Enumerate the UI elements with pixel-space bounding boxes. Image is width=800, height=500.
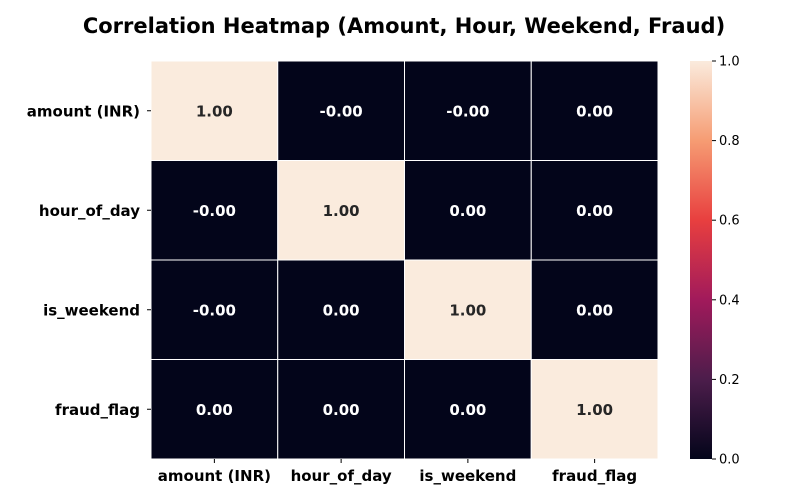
cell-value-label: 0.00 <box>323 401 360 419</box>
cell-value-label: 0.00 <box>576 301 613 319</box>
y-tick-label: is_weekend <box>43 301 140 319</box>
x-axis-tick-labels: amount (INR) hour_of_day is_weekend fraud_f… <box>158 459 637 485</box>
x-tick-label: hour_of_day <box>291 467 392 485</box>
cell-value-label: 0.00 <box>576 202 613 220</box>
cell-value-label: 1.00 <box>196 102 233 120</box>
cell-value-label: 0.00 <box>449 401 486 419</box>
colorbar: 0.0 0.2 0.4 0.6 0.8 1.0 <box>690 55 740 468</box>
colorbar-tick-label: 0.2 <box>719 373 740 388</box>
cell-value-label: -0.00 <box>320 102 363 120</box>
heatmap-cell <box>530 259 659 360</box>
colorbar-tick-label: 1.0 <box>719 55 740 70</box>
x-tick-label: fraud_flag <box>552 467 637 485</box>
heatmap-cell <box>404 60 532 161</box>
y-tick-label: fraud_flag <box>55 401 140 419</box>
x-tick-label: amount (INR) <box>158 467 271 485</box>
colorbar-tick-label: 0.4 <box>719 293 740 308</box>
heatmap-cell <box>277 359 405 460</box>
cell-value-label: 1.00 <box>323 202 360 220</box>
cell-value-label: 0.00 <box>449 202 486 220</box>
heatmap-cell <box>277 259 405 360</box>
heatmap-cell <box>150 160 279 261</box>
heatmap-cells: 1.00 -0.00 -0.00 0.00 -0.00 1.00 0.00 0.00 -0.00… <box>150 60 659 460</box>
cell-value-label: 1.00 <box>576 401 613 419</box>
heatmap-cell <box>404 359 532 460</box>
chart-title: Correlation Heatmap (Amount, Hour, Weeke… <box>83 14 725 38</box>
cell-value-label: -0.00 <box>446 102 489 120</box>
cell-value-label: 0.00 <box>576 102 613 120</box>
cell-value-label: -0.00 <box>193 301 236 319</box>
x-tick-label: is_weekend <box>419 467 516 485</box>
colorbar-ticks: 0.0 0.2 0.4 0.6 0.8 1.0 <box>712 55 740 468</box>
colorbar-tick-label: 0.0 <box>719 453 740 468</box>
heatmap-cell <box>530 160 659 261</box>
cell-value-label: -0.00 <box>193 202 236 220</box>
cell-value-label: 1.00 <box>449 301 486 319</box>
cell-value-label: 0.00 <box>323 301 360 319</box>
colorbar-gradient <box>690 61 712 459</box>
colorbar-tick-label: 0.8 <box>719 134 740 149</box>
heatmap-cell <box>530 359 659 460</box>
y-tick-label: amount (INR) <box>27 102 140 120</box>
y-axis-tick-labels: amount (INR) hour_of_day is_weekend fraud_f… <box>27 102 151 419</box>
heatmap-cell <box>150 359 279 460</box>
heatmap-cell <box>150 60 279 161</box>
y-tick-label: hour_of_day <box>39 202 140 220</box>
heatmap-cell <box>530 60 659 161</box>
heatmap-cell <box>277 160 405 261</box>
heatmap-cell <box>277 60 405 161</box>
colorbar-tick-label: 0.6 <box>719 214 740 229</box>
cell-value-label: 0.00 <box>196 401 233 419</box>
